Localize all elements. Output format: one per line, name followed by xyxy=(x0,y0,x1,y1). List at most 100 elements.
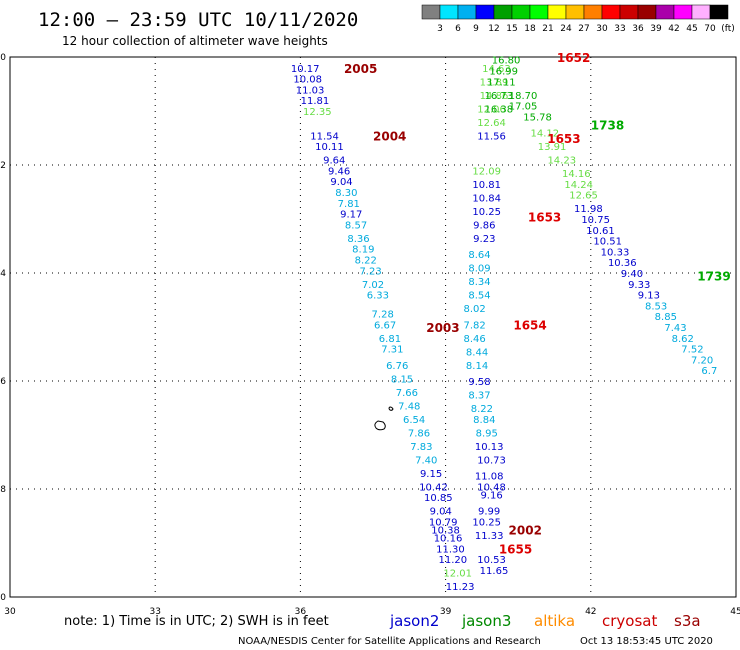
wave-height-value: 10.25 xyxy=(472,517,501,528)
wave-height-value: 14.23 xyxy=(547,156,576,167)
wave-height-value: 8.15 xyxy=(391,374,413,385)
x-tick-label: 36 xyxy=(295,607,307,617)
wave-height-value: 6.7 xyxy=(701,366,717,377)
legend-label: 21 xyxy=(542,24,553,34)
wave-height-value: 8.84 xyxy=(473,415,495,426)
wave-height-value: 8.46 xyxy=(464,334,486,345)
wave-height-value: 8.14 xyxy=(466,361,488,372)
wave-height-value: 6.81 xyxy=(379,334,401,345)
legend-swatch xyxy=(511,4,531,20)
wave-height-value: 10.36 xyxy=(608,258,637,269)
legend-swatch xyxy=(601,4,621,20)
wave-height-value: 11.54 xyxy=(310,131,339,142)
wave-height-value: 7.23 xyxy=(359,266,381,277)
pass-time-labels: 2005 2004 2003 2002 1655 1654 1653 1653 1652 1738… xyxy=(344,51,731,556)
chart-subtitle: 12 hour collection of altimeter wave hei… xyxy=(62,34,328,48)
wave-height-value: 14.86 xyxy=(480,91,509,102)
legend-label: 18 xyxy=(524,24,536,34)
y-tick-label: -46 xyxy=(0,377,6,387)
wave-height-value: 14.16 xyxy=(562,169,591,180)
wave-height-value: 12.01 xyxy=(443,569,472,580)
legend-swatch xyxy=(421,4,441,20)
wave-height-value: 10.38 xyxy=(431,526,460,537)
wave-height-value: 10.81 xyxy=(472,180,501,191)
wave-height-value: 8.19 xyxy=(352,245,374,256)
legend-swatch xyxy=(565,4,585,20)
wave-height-value: 8.34 xyxy=(468,277,490,288)
x-tick-label: 33 xyxy=(149,607,160,617)
legend-label: 45 xyxy=(686,24,697,34)
wave-height-value: 10.08 xyxy=(293,75,322,86)
wave-height-value: 9.04 xyxy=(430,507,452,518)
wave-height-value: 10.48 xyxy=(477,482,506,493)
wave-height-points: 10.1710.0811.0311.8112.3511.5410.119.649… xyxy=(291,56,717,594)
wave-height-value: 12.65 xyxy=(569,191,598,202)
islet-outline xyxy=(388,406,394,411)
satellite-name-cryosat: cryosat xyxy=(602,612,657,630)
satellite-name-altika: altika xyxy=(534,612,575,630)
wave-height-value: 9.16 xyxy=(480,490,502,501)
wave-height-value: 10.51 xyxy=(593,237,622,248)
pass-time-label: 1655 xyxy=(499,542,532,556)
wave-height-value: 7.20 xyxy=(691,355,713,366)
wave-height-value: 9.13 xyxy=(638,291,660,302)
legend-swatch xyxy=(619,4,639,20)
x-tick-label: 30 xyxy=(4,607,16,617)
wave-height-value: 14.63 xyxy=(482,64,511,75)
legend-swatch xyxy=(529,4,549,20)
wave-height-value: 8.54 xyxy=(468,291,490,302)
wave-height-value: 12.09 xyxy=(472,166,501,177)
wave-height-value: 10.17 xyxy=(291,64,320,75)
wave-height-value: 9.46 xyxy=(328,166,350,177)
wave-height-value: 10.84 xyxy=(472,193,501,204)
wave-height-value: 11.23 xyxy=(446,582,475,593)
wave-height-value: 9.15 xyxy=(420,469,442,480)
legend-label: (ft) xyxy=(721,24,735,34)
wave-height-value: 8.44 xyxy=(466,347,488,358)
wave-height-value: 16.73 xyxy=(485,91,514,102)
y-tick-label: -44 xyxy=(0,269,6,279)
wave-height-value: 14.24 xyxy=(564,180,593,191)
footer-note: note: 1) Time is in UTC; 2) SWH is in fe… xyxy=(64,614,329,629)
footer-timestamp: Oct 13 18:53:45 UTC 2020 xyxy=(580,636,713,647)
wave-height-value: 12.64 xyxy=(477,118,506,129)
satellite-name-jason2: jason2 xyxy=(389,612,439,630)
pass-time-label: 2003 xyxy=(426,321,459,335)
wave-height-value: 8.95 xyxy=(476,428,498,439)
wave-height-value: 11.56 xyxy=(477,131,506,142)
legend-swatch xyxy=(655,4,675,20)
legend-swatch xyxy=(457,4,477,20)
legend-label: 30 xyxy=(596,24,608,34)
pass-time-label: 1738 xyxy=(591,119,624,133)
y-tick-label: -42 xyxy=(0,161,6,171)
wave-height-value: 13.89 xyxy=(480,77,509,88)
wave-height-value: 16.99 xyxy=(489,67,518,78)
x-tick-label: 39 xyxy=(440,607,452,617)
wave-height-value: 10.25 xyxy=(472,207,501,218)
wave-height-value: 7.43 xyxy=(664,323,686,334)
legend-label: 15 xyxy=(506,24,517,34)
wave-height-value: 7.66 xyxy=(396,388,418,399)
footer-credit: NOAA/NESDIS Center for Satellite Applica… xyxy=(238,636,541,647)
wave-height-value: 13.91 xyxy=(538,142,567,153)
wave-height-value: 16.80 xyxy=(492,56,521,67)
wave-height-value: 7.81 xyxy=(338,199,360,210)
wave-height-value: 8.09 xyxy=(468,264,490,275)
wave-height-value: 10.53 xyxy=(477,555,506,566)
wave-height-value: 10.16 xyxy=(434,534,463,545)
wave-height-value: 12.06 xyxy=(477,104,506,115)
satellite-legend: jason2 jason3 altika cryosat s3a xyxy=(389,612,701,630)
wave-height-value: 12.35 xyxy=(303,107,332,118)
wave-height-value: 8.85 xyxy=(655,312,677,323)
wave-height-value: 9.64 xyxy=(323,156,345,167)
wave-height-value: 14.12 xyxy=(530,129,559,140)
wave-height-value: 10.33 xyxy=(601,247,630,258)
wave-height-value: 10.13 xyxy=(475,442,504,453)
wave-height-value: 10.85 xyxy=(424,493,453,504)
wave-height-value: 8.36 xyxy=(347,234,369,245)
axis-ticks: 30 33 36 39 42 45 -40 -42 -44 -46 -48 -50 xyxy=(0,53,740,617)
pass-time-label: 2005 xyxy=(344,62,377,76)
wave-height-value: 17.11 xyxy=(487,77,516,88)
legend-swatch xyxy=(637,4,657,20)
wave-height-value: 8.64 xyxy=(468,250,490,261)
